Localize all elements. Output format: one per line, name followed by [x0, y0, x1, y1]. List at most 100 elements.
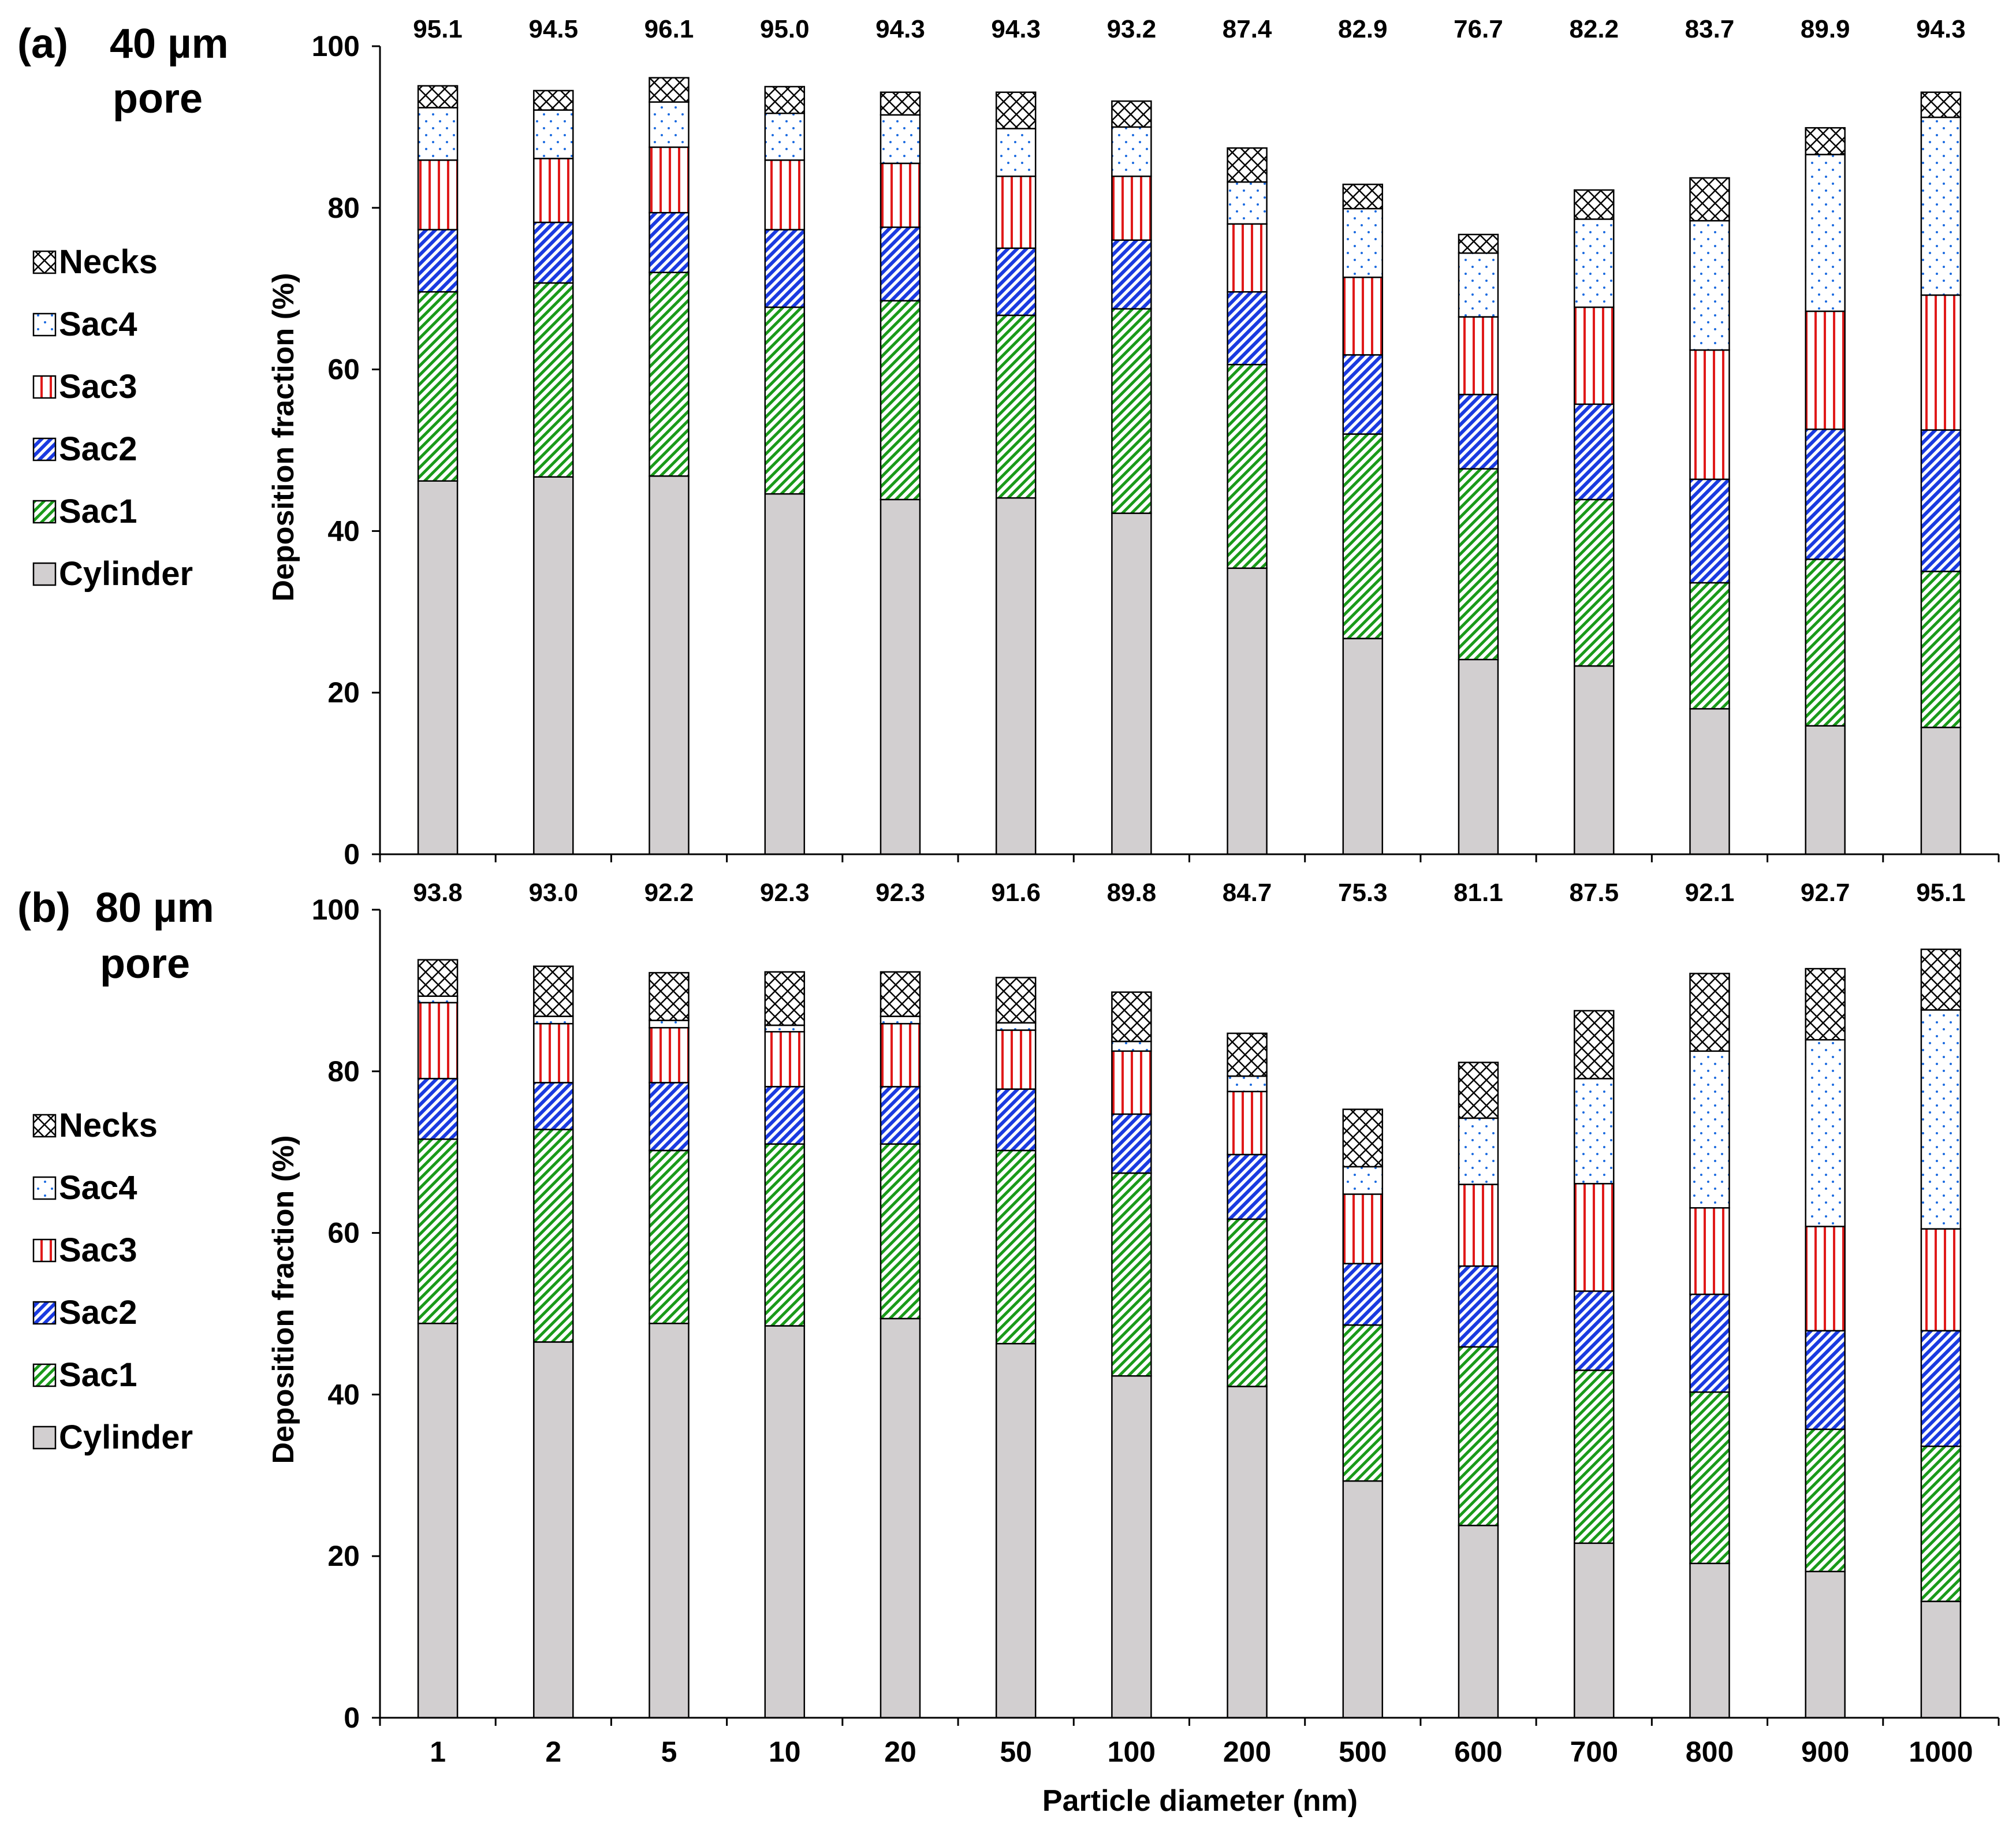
total-label-a-20: 94.3: [875, 15, 925, 43]
bar-b-1000-sac1: [1920, 1445, 1962, 1602]
bar-a-10-necks: [764, 85, 806, 114]
bar-a-500-sac4: [1342, 207, 1384, 278]
total-label-a-5: 96.1: [644, 15, 694, 43]
bar-a-700-sac4: [1574, 218, 1615, 308]
bar-b-50-cylinder: [995, 1343, 1037, 1719]
x-tick-label-5: 5: [661, 1736, 677, 1768]
bar-b-50-sac3: [995, 1029, 1037, 1090]
bar-b-500-sac2: [1342, 1263, 1384, 1326]
total-label-a-600: 76.7: [1454, 15, 1503, 43]
bar-a-10-cylinder: [764, 493, 806, 855]
x-tick-label-200: 200: [1223, 1736, 1271, 1768]
bar-b-50-sac1: [995, 1149, 1037, 1345]
bar-b-5-sac4: [649, 1019, 690, 1029]
bar-a-50-necks: [995, 91, 1037, 129]
panel-a-y-tick-label: 60: [327, 353, 360, 386]
legend-swatch-a-sac3: [32, 375, 57, 399]
bar-b-200-sac4: [1227, 1075, 1268, 1093]
bar-b-100-sac3: [1111, 1050, 1152, 1115]
bar-a-200-sac3: [1227, 223, 1268, 293]
bar-a-700-sac1: [1574, 498, 1615, 667]
bar-b-1-sac2: [417, 1078, 459, 1140]
total-label-b-2: 93.0: [528, 879, 578, 907]
bar-a-600-cylinder: [1458, 658, 1499, 855]
x-axis-title: Particle diameter (nm): [1042, 1784, 1358, 1818]
legend-label-b-cylinder: Cylinder: [59, 1419, 193, 1456]
bar-b-900-sac2: [1805, 1330, 1846, 1430]
bar-b-50-necks: [995, 977, 1037, 1024]
total-label-a-100: 93.2: [1107, 15, 1157, 43]
panel-a-header: (a) 40 µm pore: [17, 21, 229, 122]
panel-b-y-tick-label: 40: [327, 1378, 360, 1410]
panel-b-header: (b) 80 µm pore: [17, 885, 214, 987]
panel-b-y-tick-label: 80: [327, 1055, 360, 1088]
bar-b-900-cylinder: [1805, 1570, 1846, 1719]
bar-b-5-sac2: [649, 1082, 690, 1152]
x-tick-label-100: 100: [1108, 1736, 1156, 1768]
bar-b-10-sac1: [764, 1143, 806, 1327]
bar-a-600-sac1: [1458, 468, 1499, 661]
bar-a-2-cylinder: [533, 476, 574, 855]
bar-a-100-sac1: [1111, 308, 1152, 514]
legend-label-b-sac2: Sac2: [59, 1294, 137, 1331]
total-label-a-200: 87.4: [1223, 15, 1272, 43]
bar-b-20-sac3: [880, 1023, 921, 1088]
total-label-b-100: 89.8: [1107, 879, 1157, 907]
bar-a-700-sac3: [1574, 306, 1615, 405]
bar-a-10-sac3: [764, 159, 806, 230]
bar-b-20-necks: [880, 971, 921, 1017]
bar-a-1000-sac1: [1920, 571, 1962, 728]
bar-b-700-sac1: [1574, 1369, 1615, 1544]
total-label-a-50: 94.3: [991, 15, 1041, 43]
x-tick-label-1: 1: [430, 1736, 446, 1768]
bar-a-20-sac4: [880, 114, 921, 165]
bar-b-1-cylinder: [417, 1323, 459, 1719]
panel-a-y-tick-label: 80: [327, 192, 360, 224]
panel-b-totals: 93.8 93.0 92.2 92.3 92.3 91.6 89.8 84.7 75.3 81.1…: [413, 879, 1965, 907]
bar-b-100-sac4: [1111, 1040, 1152, 1052]
legend-swatch-a-sac4: [32, 312, 57, 337]
legend-label-a-sac3: Sac3: [59, 368, 137, 405]
total-label-b-1000: 95.1: [1916, 879, 1966, 907]
x-tick-label-700: 700: [1570, 1736, 1618, 1768]
total-label-b-800: 92.1: [1685, 879, 1735, 907]
legend-swatch-b-sac1: [32, 1363, 57, 1387]
legend-label-a-sac2: Sac2: [59, 430, 137, 468]
bar-a-900-sac1: [1805, 559, 1846, 727]
bar-b-5-cylinder: [649, 1323, 690, 1719]
bar-a-2-sac2: [533, 221, 574, 284]
bar-b-1-sac4: [417, 995, 459, 1004]
bar-a-600-sac3: [1458, 316, 1499, 396]
bar-a-500-sac1: [1342, 433, 1384, 639]
legend-label-b-necks: Necks: [59, 1107, 158, 1144]
total-label-b-500: 75.3: [1338, 879, 1388, 907]
bar-a-200-necks: [1227, 147, 1268, 183]
bar-a-5-sac3: [649, 146, 690, 214]
legend-swatch-b-necks: [32, 1114, 57, 1138]
bar-a-5-sac2: [649, 211, 690, 273]
bar-b-700-cylinder: [1574, 1542, 1615, 1719]
bar-b-700-necks: [1574, 1010, 1615, 1080]
panel-b-legend: Necks Sac4 Sac3 Sac2 Sac1 Cylinder: [32, 1107, 193, 1456]
bar-b-10-cylinder: [764, 1325, 806, 1719]
bar-a-800-cylinder: [1689, 708, 1730, 855]
bar-a-500-sac2: [1342, 354, 1384, 435]
bar-a-2-sac3: [533, 158, 574, 224]
bar-b-5-sac3: [649, 1027, 690, 1084]
legend-label-b-sac1: Sac1: [59, 1356, 137, 1394]
bar-b-900-necks: [1805, 967, 1846, 1041]
bar-b-900-sac3: [1805, 1226, 1846, 1332]
bar-a-700-necks: [1574, 189, 1615, 220]
bar-a-600-necks: [1458, 233, 1499, 254]
bar-b-10-necks: [764, 971, 806, 1026]
bar-a-800-sac4: [1689, 219, 1730, 351]
bar-a-50-sac2: [995, 247, 1037, 317]
bar-a-800-sac1: [1689, 582, 1730, 710]
panel-b-y-tick-label: 20: [327, 1540, 360, 1572]
total-label-a-900: 89.9: [1801, 15, 1850, 43]
total-label-a-1000: 94.3: [1916, 15, 1966, 43]
panel-a-title-line1: 40 µm: [110, 21, 229, 67]
panel-a-y-axis-title: Deposition fraction (%): [267, 273, 300, 601]
legend-swatch-b-sac3: [32, 1238, 57, 1263]
bar-a-100-sac3: [1111, 175, 1152, 241]
